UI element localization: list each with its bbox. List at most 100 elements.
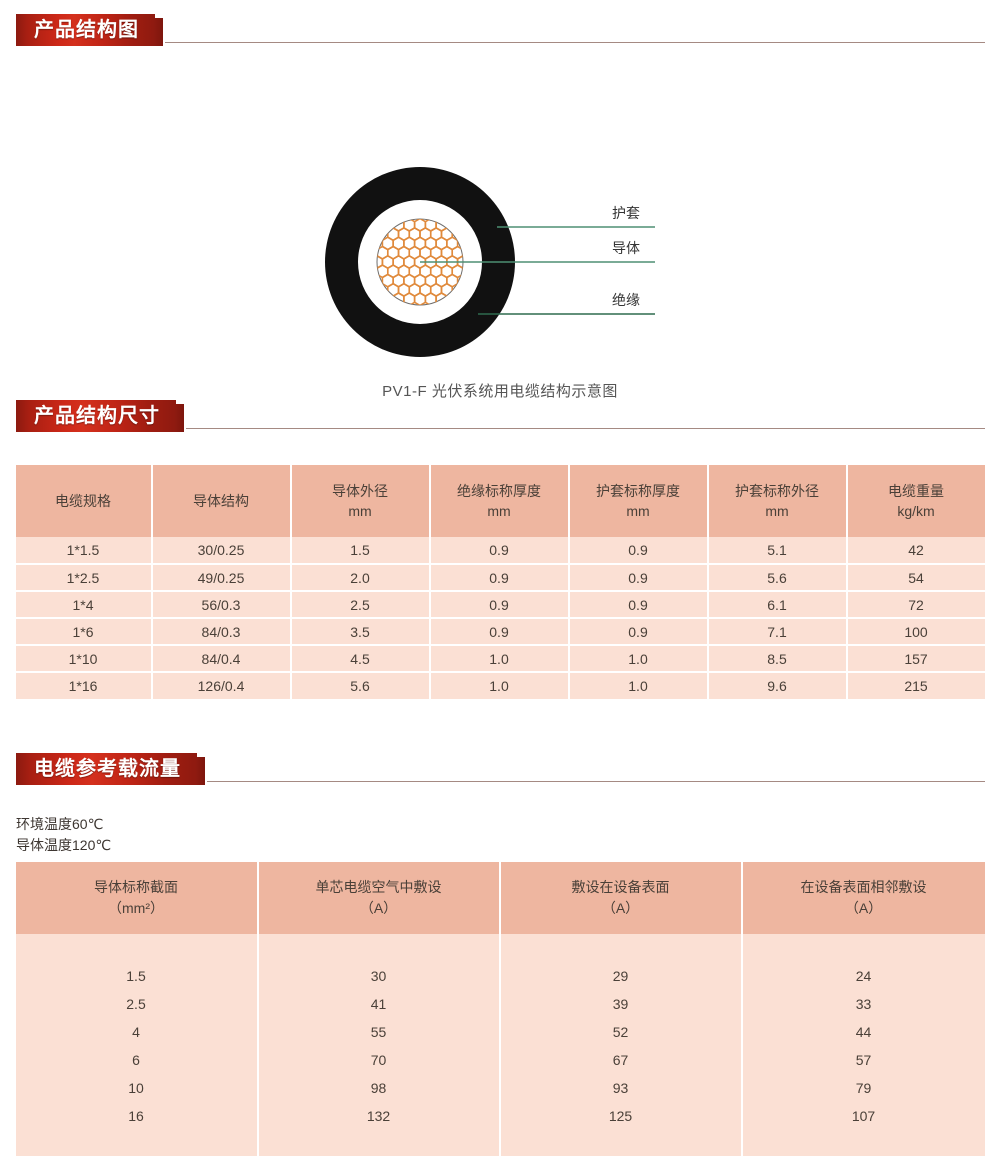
cell-sheath-thickness: 0.9 — [568, 591, 709, 619]
cell-cable-weight: 54 — [846, 564, 985, 592]
structure-size-table: 电缆规格 导体结构 导体外径 mm 绝缘标称厚度 mm — [15, 465, 985, 699]
current-rating-table-wrap: 导体标称截面 （mm²） 单芯电缆空气中敷设 （A） 敷设在设备表面 （A） 在… — [0, 862, 1000, 1156]
cell-insulation-thickness: 0.9 — [429, 564, 570, 592]
value-cell: 41 — [370, 996, 387, 1012]
structure-size-table-wrap: 电缆规格 导体结构 导体外径 mm 绝缘标称厚度 mm — [0, 465, 1000, 699]
table-row: 1*10 84/0.4 4.5 1.0 1.0 8.5 157 — [15, 645, 985, 673]
cell-cable-weight: 157 — [846, 645, 985, 673]
badge-notch-icon — [196, 757, 205, 785]
section-badge-structure-diagram: 产品结构图 — [16, 14, 163, 46]
col-header-single-core-in-air: 单芯电缆空气中敷设 （A） — [257, 862, 501, 934]
cell-sheath-od: 7.1 — [707, 618, 848, 646]
value-cell: 10 — [128, 1080, 144, 1096]
col-header-insulation-thickness: 绝缘标称厚度 mm — [429, 465, 570, 537]
cell-sheath-od: 8.5 — [707, 645, 848, 673]
value-cell: 33 — [855, 996, 872, 1012]
value-cell: 79 — [855, 1080, 872, 1096]
cell-nominal-section-column: 1.5 2.5 4 6 10 16 — [15, 934, 259, 1156]
cell-cable-spec: 1*6 — [15, 618, 153, 646]
col-header-conductor-structure: 导体结构 — [151, 465, 292, 537]
cell-sheath-od: 9.6 — [707, 672, 848, 699]
cell-sheath-od: 5.1 — [707, 537, 848, 565]
value-cell: 67 — [612, 1052, 629, 1068]
note-conductor-temperature: 导体温度120℃ — [16, 837, 112, 853]
cell-insulation-thickness: 0.9 — [429, 618, 570, 646]
diagram-caption: PV1-F 光伏系统用电缆结构示意图 — [382, 383, 618, 400]
cell-sheath-od: 6.1 — [707, 591, 848, 619]
cell-insulation-thickness: 1.0 — [429, 672, 570, 699]
value-cell: 55 — [370, 1024, 387, 1040]
value-cell: 93 — [612, 1080, 629, 1096]
section-title-current-rating: 电缆参考载流量 — [34, 758, 181, 780]
section-title-structure-diagram: 产品结构图 — [34, 19, 139, 41]
value-cell: 132 — [366, 1108, 391, 1124]
cell-cable-spec: 1*1.5 — [15, 537, 153, 565]
note-ambient-temperature: 环境温度60℃ — [16, 816, 104, 832]
label-insulation: 绝缘 — [612, 292, 640, 308]
value-cell: 30 — [370, 968, 387, 984]
cable-diagram-svg: 护套 导体 绝缘 — [325, 167, 655, 357]
temperature-notes-wrap: 环境温度60℃ 导体温度120℃ — [0, 800, 1000, 866]
cell-adjacent-column: 24 33 44 57 79 107 — [741, 934, 985, 1156]
cell-on-surface-column: 29 39 52 67 93 125 — [499, 934, 743, 1156]
col-header-cable-spec: 电缆规格 — [15, 465, 153, 537]
cell-conductor-structure: 49/0.25 — [151, 564, 292, 592]
value-cell: 29 — [612, 968, 629, 984]
value-cell: 1.5 — [126, 968, 146, 984]
cell-insulation-thickness: 0.9 — [429, 537, 570, 565]
cell-conductor-structure: 84/0.3 — [151, 618, 292, 646]
cell-cable-spec: 1*16 — [15, 672, 153, 699]
value-cell: 4 — [132, 1024, 140, 1040]
cell-cable-spec: 1*10 — [15, 645, 153, 673]
cell-sheath-thickness: 0.9 — [568, 537, 709, 565]
cell-sheath-thickness: 0.9 — [568, 618, 709, 646]
value-cell: 70 — [370, 1052, 387, 1068]
value-cell: 125 — [608, 1108, 633, 1124]
col-header-adjacent-on-surface: 在设备表面相邻敷设 （A） — [741, 862, 985, 934]
cell-conductor-structure: 126/0.4 — [151, 672, 292, 699]
cell-cable-spec: 1*2.5 — [15, 564, 153, 592]
col-header-conductor-od: 导体外径 mm — [290, 465, 431, 537]
cell-sheath-thickness: 0.9 — [568, 564, 709, 592]
cell-insulation-thickness: 1.0 — [429, 645, 570, 673]
value-cell: 24 — [855, 968, 872, 984]
value-cell: 57 — [855, 1052, 872, 1068]
label-sheath: 护套 — [612, 205, 640, 221]
value-cell: 39 — [612, 996, 629, 1012]
table-row: 1*6 84/0.3 3.5 0.9 0.9 7.1 100 — [15, 618, 985, 646]
section-badge-current-rating: 电缆参考载流量 — [16, 753, 205, 785]
col-header-sheath-od: 护套标称外径 mm — [707, 465, 848, 537]
cell-cable-weight: 72 — [846, 591, 985, 619]
cell-cable-weight: 215 — [846, 672, 985, 699]
cell-cable-weight: 42 — [846, 537, 985, 565]
table-row: 1*1.5 30/0.25 1.5 0.9 0.9 5.1 42 — [15, 537, 985, 565]
col-header-on-equipment-surface: 敷设在设备表面 （A） — [499, 862, 743, 934]
current-rating-table: 导体标称截面 （mm²） 单芯电缆空气中敷设 （A） 敷设在设备表面 （A） 在… — [15, 862, 985, 1156]
label-conductor: 导体 — [612, 240, 640, 256]
cell-cable-spec: 1*4 — [15, 591, 153, 619]
value-cell: 107 — [851, 1108, 876, 1124]
section-title-structure-size: 产品结构尺寸 — [34, 405, 160, 427]
cell-conductor-od: 5.6 — [290, 672, 431, 699]
cell-cable-weight: 100 — [846, 618, 985, 646]
cell-conductor-od: 2.0 — [290, 564, 431, 592]
section-header-structure-diagram: 产品结构图 — [16, 12, 985, 46]
section-header-current-rating: 电缆参考载流量 — [16, 751, 985, 785]
badge-notch-icon — [175, 404, 184, 432]
cell-conductor-od: 4.5 — [290, 645, 431, 673]
table-row: 1*4 56/0.3 2.5 0.9 0.9 6.1 72 — [15, 591, 985, 619]
section-badge-structure-size: 产品结构尺寸 — [16, 400, 184, 432]
cell-conductor-od: 1.5 — [290, 537, 431, 565]
cell-sheath-thickness: 1.0 — [568, 672, 709, 699]
cable-cross-section-diagram: 护套 导体 绝缘 PV1-F 光伏系统用电缆结构示意图 — [0, 72, 1000, 400]
header-rule-divider — [186, 428, 985, 429]
cell-conductor-od: 2.5 — [290, 591, 431, 619]
col-header-nominal-section: 导体标称截面 （mm²） — [15, 862, 259, 934]
section-header-structure-size: 产品结构尺寸 — [16, 398, 985, 432]
col-header-sheath-thickness: 护套标称厚度 mm — [568, 465, 709, 537]
table-header-row: 电缆规格 导体结构 导体外径 mm 绝缘标称厚度 mm — [15, 465, 985, 537]
table-row: 1*2.5 49/0.25 2.0 0.9 0.9 5.6 54 — [15, 564, 985, 592]
table-row: 1.5 2.5 4 6 10 16 30 41 55 70 98 132 29 39 52 67 93 125… — [15, 934, 985, 1156]
header-rule-divider — [207, 781, 985, 782]
